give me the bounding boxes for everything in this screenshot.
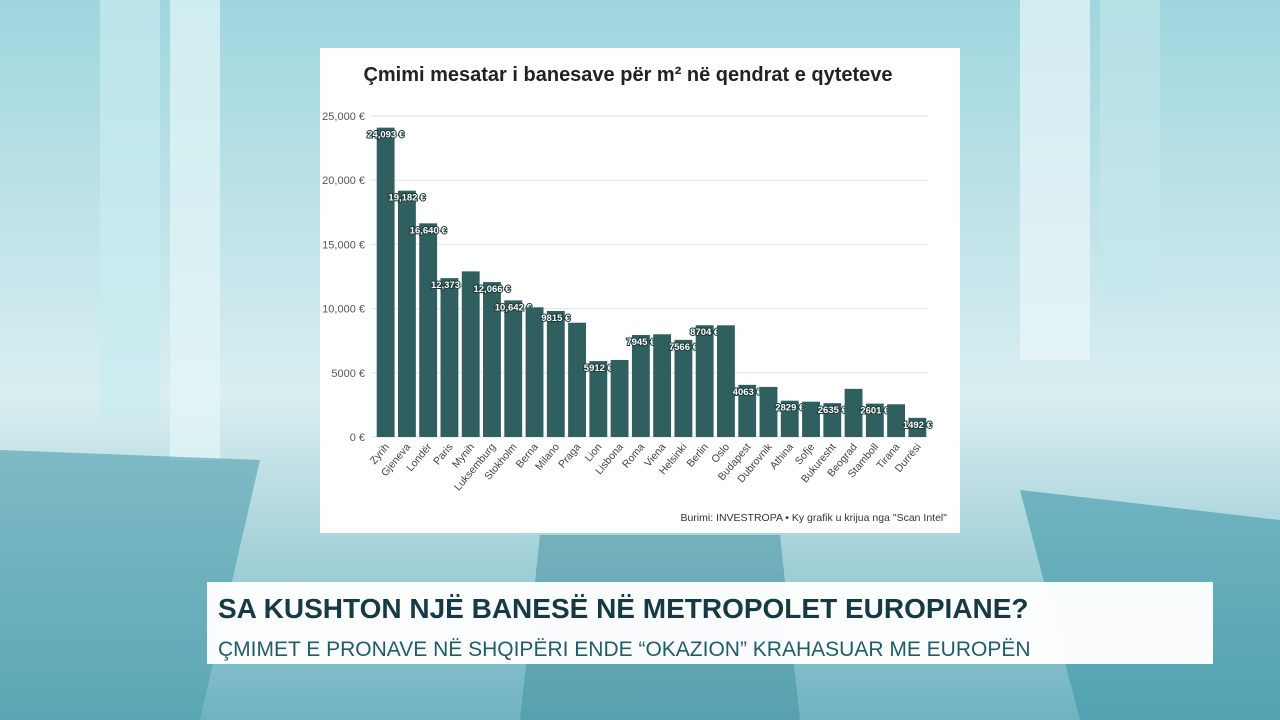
bar bbox=[568, 322, 586, 437]
bar bbox=[802, 401, 820, 437]
bar bbox=[376, 127, 395, 438]
bar bbox=[695, 325, 714, 437]
bar bbox=[823, 403, 842, 437]
bar bbox=[483, 282, 501, 437]
value-label: 2601 € bbox=[860, 406, 890, 417]
studio-pillar bbox=[1100, 0, 1160, 300]
y-tick-label: 25,000 € bbox=[322, 111, 365, 123]
y-tick-label: 10,000 € bbox=[322, 304, 365, 316]
value-label: 2635 € bbox=[818, 405, 848, 416]
bar bbox=[780, 400, 799, 437]
value-label: 12,066 € bbox=[473, 284, 511, 295]
value-label: 16,640 € bbox=[410, 225, 448, 236]
value-label: 7566 € bbox=[669, 342, 699, 353]
chart-title: Çmimi mesatar i banesave për m² në qendr… bbox=[363, 64, 892, 86]
chart-source: Burimi: INVESTROPA • Ky grafik u krijua … bbox=[680, 512, 947, 524]
value-label: 1492 € bbox=[903, 420, 933, 431]
y-tick-label: 5000 € bbox=[331, 368, 365, 380]
bar bbox=[397, 190, 416, 437]
bar bbox=[419, 223, 438, 437]
bar bbox=[759, 386, 778, 437]
subheadline: ÇMIMET E PRONAVE NË SHQIPËRI ENDE “OKAZI… bbox=[218, 638, 1031, 661]
value-label: 24,093 € bbox=[367, 130, 405, 141]
value-label: 10,642 € bbox=[495, 302, 533, 313]
bar bbox=[717, 325, 735, 437]
studio-floor bbox=[0, 450, 260, 720]
bar bbox=[738, 384, 757, 437]
bar bbox=[461, 271, 480, 437]
y-tick-label: 20,000 € bbox=[322, 175, 365, 187]
bar bbox=[631, 334, 650, 437]
bar bbox=[504, 300, 523, 437]
value-label: 9815 € bbox=[541, 313, 571, 324]
studio-pillar bbox=[1020, 0, 1090, 360]
value-label: 5912 € bbox=[584, 363, 614, 374]
bar bbox=[865, 403, 884, 437]
y-tick-label: 0 € bbox=[350, 432, 365, 444]
bar bbox=[653, 334, 672, 437]
bar bbox=[440, 278, 459, 437]
bar bbox=[589, 361, 608, 437]
bar bbox=[546, 310, 565, 437]
bar bbox=[525, 307, 544, 437]
y-tick-label: 15,000 € bbox=[322, 239, 365, 251]
bar bbox=[887, 404, 906, 437]
studio-pillar bbox=[170, 0, 220, 460]
bar bbox=[908, 417, 927, 437]
value-label: 12,373 € bbox=[431, 280, 469, 291]
studio-pillar bbox=[100, 0, 160, 420]
headline: SA KUSHTON NJË BANESË NË METROPOLET EURO… bbox=[218, 593, 1029, 624]
value-label: 2829 € bbox=[775, 403, 805, 414]
bar bbox=[844, 388, 863, 437]
value-label: 8704 € bbox=[690, 327, 720, 338]
bar bbox=[610, 359, 629, 437]
lower-third bbox=[207, 582, 1213, 664]
value-label: 7945 € bbox=[626, 337, 656, 348]
bar bbox=[674, 339, 693, 437]
value-label: 4063 € bbox=[733, 387, 763, 398]
value-label: 19,182 € bbox=[388, 193, 426, 204]
